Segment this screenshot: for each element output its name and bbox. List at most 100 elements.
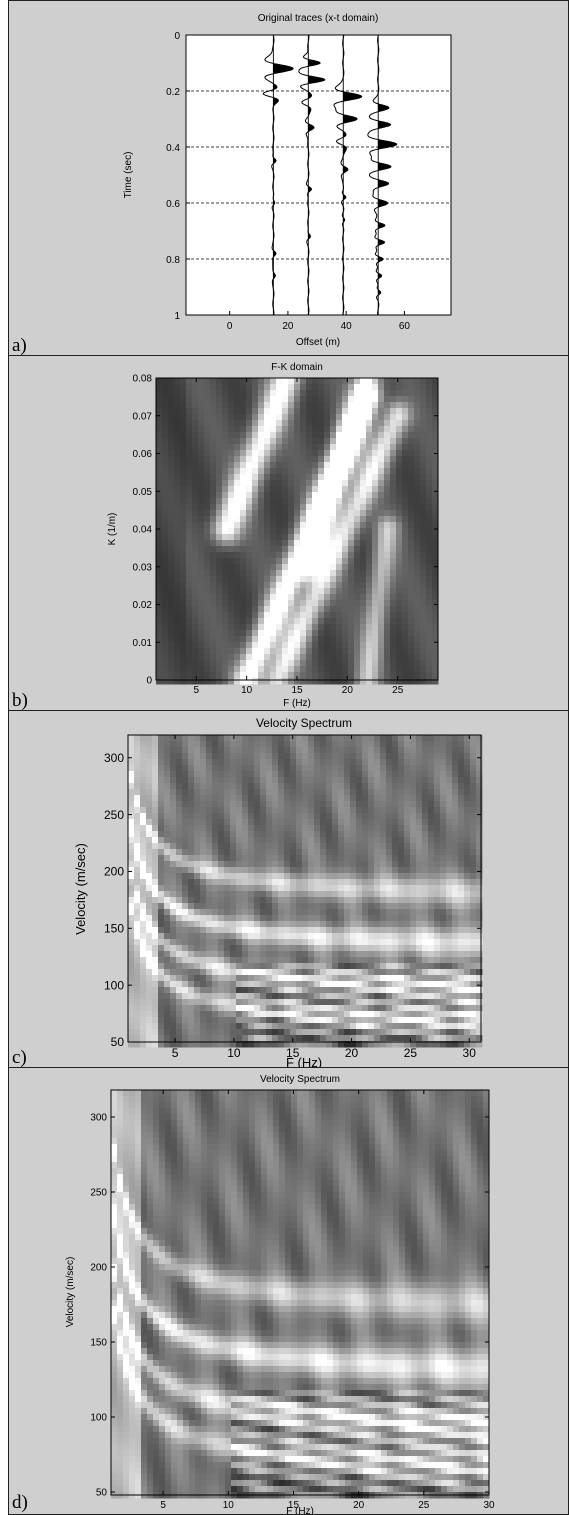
- heat-cell: [162, 678, 169, 685]
- heat-cell: [170, 855, 177, 862]
- heat-cell: [270, 480, 277, 487]
- heat-cell: [192, 474, 199, 481]
- heat-cell: [168, 474, 175, 481]
- heat-cell: [414, 648, 421, 655]
- heat-cell: [198, 594, 205, 601]
- heat-cell: [260, 771, 267, 778]
- heat-cell: [342, 534, 349, 541]
- heat-cell: [200, 765, 207, 772]
- heat-cell: [372, 642, 379, 649]
- heat-cell: [230, 969, 237, 976]
- heat-cell: [282, 666, 289, 673]
- heat-cell: [354, 384, 361, 391]
- heat-cell: [320, 813, 327, 820]
- heat-cell: [308, 837, 315, 844]
- heat-cell: [218, 783, 225, 790]
- heat-cell: [348, 672, 355, 679]
- heat-cell: [326, 753, 333, 760]
- heat-cell: [152, 891, 159, 898]
- heat-cell: [246, 654, 253, 661]
- heat-cell: [228, 438, 235, 445]
- heat-cell: [264, 582, 271, 589]
- heat-cell: [212, 819, 219, 826]
- heat-cell: [162, 492, 169, 499]
- heat-cell: [282, 522, 289, 529]
- heat-cell: [378, 522, 385, 529]
- heat-cell: [318, 630, 325, 637]
- heat-cell: [402, 564, 409, 571]
- heat-cell: [294, 654, 301, 661]
- heat-cell: [164, 957, 171, 964]
- heat-cell: [380, 951, 387, 958]
- heat-cell: [356, 927, 363, 934]
- heat-cell: [254, 915, 261, 922]
- heat-cell: [380, 915, 387, 922]
- heat-cell: [368, 819, 375, 826]
- heat-cell: [348, 396, 355, 403]
- heat-cell: [288, 474, 295, 481]
- heat-cell: [366, 600, 373, 607]
- heat-cell: [372, 540, 379, 547]
- heat-cell: [284, 801, 291, 808]
- heat-cell: [378, 450, 385, 457]
- heat-cell: [374, 915, 381, 922]
- heat-cell: [458, 795, 465, 802]
- heat-cell: [428, 789, 435, 796]
- heat-cell: [428, 909, 435, 916]
- heat-cell: [290, 879, 297, 886]
- heat-cell: [398, 939, 405, 946]
- heat-cell: [354, 588, 361, 595]
- heat-cell: [218, 963, 225, 970]
- heat-cell: [326, 897, 333, 904]
- heat-cell: [426, 522, 433, 529]
- heat-cell: [398, 819, 405, 826]
- heat-cell: [458, 945, 465, 952]
- heat-cell: [264, 516, 271, 523]
- heat-cell: [428, 825, 435, 832]
- heat-cell: [230, 759, 237, 766]
- heat-cell: [288, 516, 295, 523]
- heat-cell: [314, 903, 321, 910]
- heat-cell: [290, 969, 297, 976]
- heat-cell: [192, 426, 199, 433]
- heat-cell: [300, 642, 307, 649]
- heat-cell: [186, 528, 193, 535]
- heat-cell: [258, 462, 265, 469]
- heat-cell: [228, 624, 235, 631]
- heat-cell: [428, 861, 435, 868]
- heat-cell: [180, 642, 187, 649]
- heat-cell: [204, 576, 211, 583]
- heat-cell: [348, 474, 355, 481]
- heat-cell: [258, 384, 265, 391]
- heat-cell: [300, 558, 307, 565]
- heat-cell: [228, 660, 235, 667]
- heat-cell: [354, 390, 361, 397]
- heat-cell: [458, 963, 465, 970]
- heat-cell: [258, 528, 265, 535]
- heat-cell: [464, 789, 471, 796]
- y-tick-label: 0.01: [133, 638, 153, 649]
- heat-cell: [326, 975, 333, 982]
- heat-cell: [366, 570, 373, 577]
- heat-cell: [372, 420, 379, 427]
- heat-cell: [192, 408, 199, 415]
- heat-cell: [222, 390, 229, 397]
- heat-cell: [222, 570, 229, 577]
- heat-cell: [332, 759, 339, 766]
- heat-cell: [324, 510, 331, 517]
- heat-cell: [128, 831, 135, 838]
- heat-cell: [374, 879, 381, 886]
- heat-cell: [198, 486, 205, 493]
- heat-cell: [348, 390, 355, 397]
- heat-cell: [156, 384, 163, 391]
- heat-cell: [176, 825, 183, 832]
- heat-cell: [186, 648, 193, 655]
- heat-cell: [386, 849, 393, 856]
- heat-cell: [246, 432, 253, 439]
- heat-cell: [446, 951, 453, 958]
- heat-cell: [254, 927, 261, 934]
- heat-cell: [180, 678, 187, 685]
- heat-cell: [186, 432, 193, 439]
- heat-cell: [414, 510, 421, 517]
- heat-cell: [182, 981, 189, 988]
